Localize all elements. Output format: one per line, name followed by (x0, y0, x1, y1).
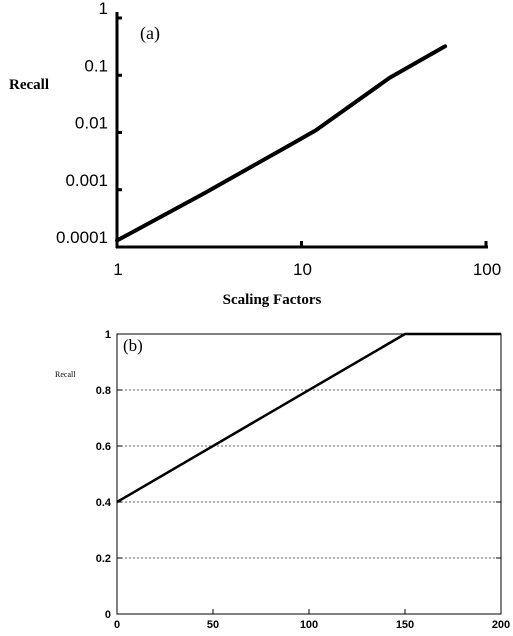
panel-a-y-ticks: 0.0001 0.001 0.01 0.1 1 (56, 0, 122, 249)
panel-b-x-ticks: 0 50 100 150 200 (114, 609, 510, 631)
panel-b-gridlines (117, 389, 501, 559)
panel-a-label: (a) (140, 23, 160, 44)
panel-a-x-tick-label: 1 (113, 260, 122, 279)
panel-b-y-tick-label: 0.2 (96, 553, 111, 565)
panel-b-label: (b) (123, 336, 143, 355)
panel-a-y-tick-label: 0.1 (84, 56, 108, 75)
panel-b-x-tick-label: 50 (207, 619, 219, 631)
panel-b-x-tick-label: 150 (396, 619, 414, 631)
panel-a-x-axis-label: Scaling Factors (223, 292, 322, 308)
panel-a-log-chart: 0.0001 0.001 0.01 0.1 1 1 10 100 (a) Recall Sc… (9, 0, 501, 308)
panel-b-x-tick-label: 100 (300, 619, 318, 631)
panel-a-series-line (115, 44, 448, 243)
panel-a-y-tick-label: 1 (99, 0, 108, 18)
panel-a-x-tick-label: 100 (473, 260, 501, 279)
panel-a-series (115, 44, 448, 243)
panel-b-y-ticks: 0 0.2 0.4 0.6 0.8 1 (96, 329, 501, 621)
panel-b-y-tick-label: 0 (105, 609, 111, 621)
panel-b-y-tick-label: 0.8 (96, 385, 111, 397)
panel-b-y-axis-label: Recall (55, 370, 76, 379)
panel-b-series (116, 332, 501, 504)
panel-b-y-tick-label: 0.6 (96, 441, 111, 453)
panel-b-y-tick-label: 0.4 (96, 497, 112, 509)
panel-a-x-tick-label: 10 (293, 260, 312, 279)
panel-b-x-tick-label: 200 (492, 619, 510, 631)
panel-a-y-tick-label: 0.01 (75, 114, 108, 133)
panel-b-y-tick-label: 1 (105, 329, 111, 341)
panel-b-plot-frame (116, 333, 502, 615)
panel-b-series-line (116, 332, 501, 504)
panel-a-y-axis-label: Recall (9, 77, 49, 93)
panel-b-linear-chart: 0 0.2 0.4 0.6 0.8 1 0 50 100 150 200 (b) Recall (55, 329, 510, 631)
panel-a-x-ticks: 1 10 100 (113, 241, 501, 279)
panel-a-y-tick-label: 0.001 (65, 171, 108, 190)
panel-a-y-tick-label: 0.0001 (56, 228, 108, 247)
panel-b-x-tick-label: 0 (114, 619, 120, 631)
